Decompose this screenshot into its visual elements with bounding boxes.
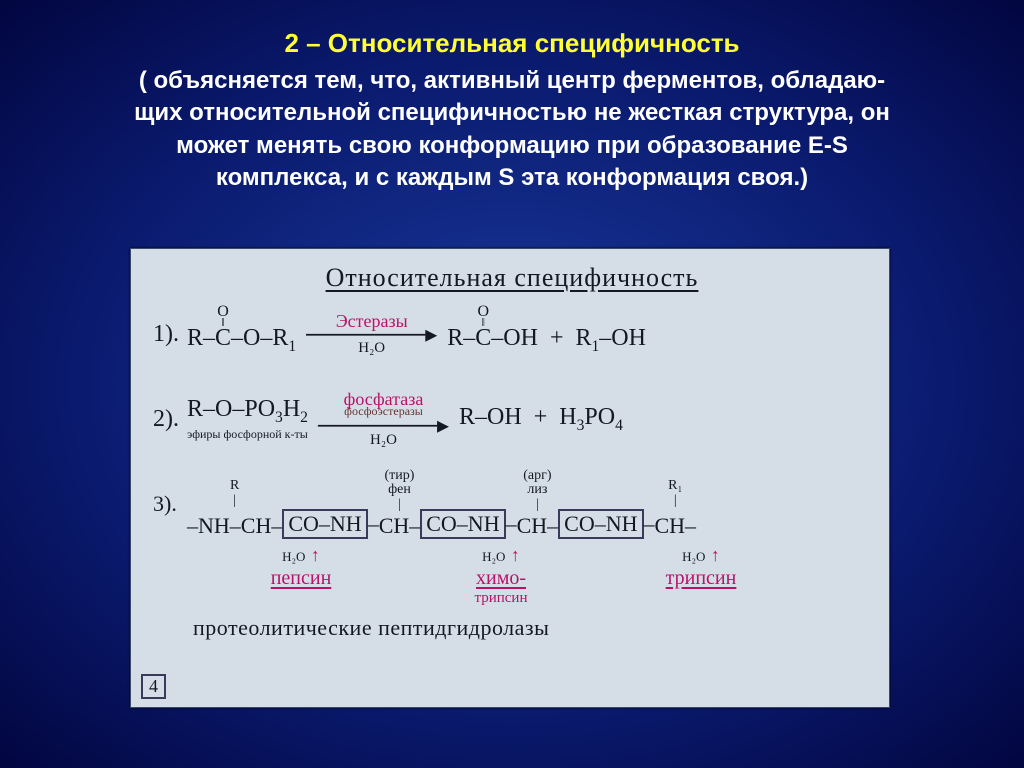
cleave-chymotrypsin: H₂O ↑ химо- трипсин — [401, 541, 601, 607]
rxn2-lhs: R–O–PO3H2 эфиры фосфорной к-ты — [187, 396, 308, 442]
slide-title: 2 – Относительная специфичность — [284, 28, 739, 58]
paragraph-l4: комплекса, и с каждым S эта конформация … — [216, 164, 808, 191]
residue-4: R₁| CH– — [655, 479, 697, 539]
bond-3: CO–NH– — [558, 475, 654, 539]
rxn1-arrow: Эстеразы ───────▸ H₂O — [306, 311, 437, 357]
residue-3: (арг)лиз| CH– — [517, 469, 559, 539]
reaction-2: 2). R–O–PO3H2 эфиры фосфорной к-ты фосфа… — [153, 389, 871, 448]
bond-1: CO–NH– — [282, 475, 378, 539]
slide-paragraph: ( объясняется тем, что, активный центр ф… — [0, 65, 1024, 195]
rxn2-below: H₂O — [370, 432, 397, 449]
paragraph-l2: щих относительной специфичностью не жест… — [134, 99, 890, 126]
rxn3-number: 3). — [153, 491, 187, 517]
slide-root: 2 – Относительная специфичность ( объясн… — [0, 0, 1024, 768]
cleave-trypsin: H₂O ↑ трипсин — [601, 541, 801, 607]
paragraph-l3: может менять свою конформацию при образо… — [176, 132, 848, 159]
handwritten-figure: Относительная специфичность 1). R–C–O–R1… — [130, 248, 890, 708]
rxn2-rhs: R–OH + H3PO4 — [459, 404, 623, 435]
paragraph-l1: ( объясняется тем, что, активный центр ф… — [139, 67, 885, 94]
cleavage-row: H₂O ↑ пепсин H₂O ↑ химо- трипсин H₂O ↑ т… — [201, 541, 871, 607]
reaction-1: 1). R–C–O–R1 Эстеразы ───────▸ H₂O R–C–O… — [153, 311, 871, 357]
rxn2-lhs-note: эфиры фосфорной к-ты — [187, 427, 308, 442]
residue-1: R| –NH–CH– — [187, 479, 282, 539]
heading-block: 2 – Относительная специфичность — [0, 0, 1024, 59]
cleave-pepsin: H₂O ↑ пепсин — [201, 541, 401, 607]
rxn2-number: 2). — [153, 406, 187, 433]
rxn1-below: H₂O — [358, 340, 385, 357]
corner-number: 4 — [141, 674, 166, 699]
figure-title: Относительная специфичность — [153, 263, 871, 293]
figure-footer: протеолитические пептидгидролазы — [193, 615, 871, 641]
rxn1-number: 1). — [153, 321, 187, 348]
reaction-3: 3). R| –NH–CH– CO–NH– (тир)фен| CH– CO–N… — [153, 469, 871, 607]
rxn2-arrow: фосфатаза фосфоэстеразы ───────▸ H₂O — [318, 389, 449, 448]
bond-2: CO–NH– — [420, 475, 516, 539]
rxn1-rhs: R–C–OH + R1–OH — [447, 313, 646, 356]
residue-2: (тир)фен| CH– — [379, 469, 421, 539]
rxn1-lhs: R–C–O–R1 — [187, 313, 296, 356]
